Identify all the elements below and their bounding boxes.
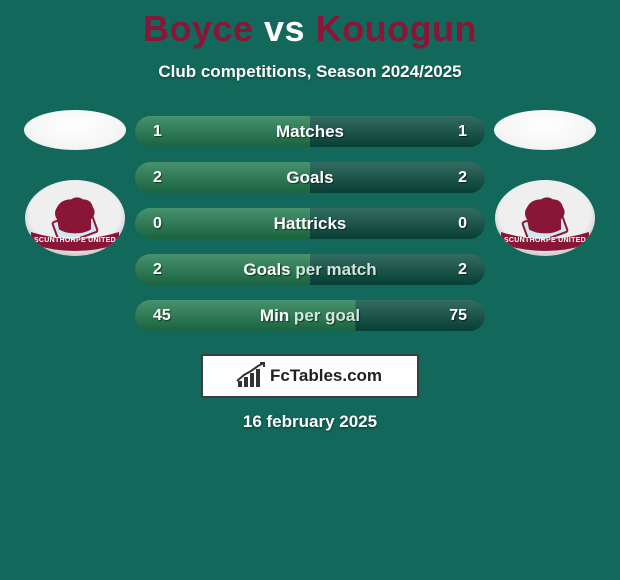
title-player2: Kouogun [316, 8, 477, 49]
badge-banner-text: SCUNTHORPE UNITED [34, 237, 116, 244]
stat-right-value: 2 [439, 261, 467, 279]
badge-banner: SCUNTHORPE UNITED [495, 228, 595, 252]
left-column: SCUNTHORPE UNITED [15, 110, 135, 256]
stat-right-value: 0 [439, 215, 467, 233]
title-vs: vs [264, 8, 305, 49]
stat-left-value: 2 [153, 261, 181, 279]
brand-box: FcTables.com [201, 354, 419, 398]
stat-right-value: 2 [439, 169, 467, 187]
stat-left-value: 0 [153, 215, 181, 233]
right-column: SCUNTHORPE UNITED [485, 110, 605, 256]
stat-left-value: 2 [153, 169, 181, 187]
stat-label: Min per goal [260, 306, 360, 326]
page-title: Boyce vs Kouogun [0, 0, 620, 50]
stat-right-value: 1 [439, 123, 467, 141]
player2-photo [494, 110, 596, 150]
stat-left-value: 45 [153, 307, 181, 325]
title-player1: Boyce [143, 8, 254, 49]
content-row: SCUNTHORPE UNITED 1 Matches 1 2 Goals 2 0 Hattr… [0, 110, 620, 331]
comparison-card: Boyce vs Kouogun Club competitions, Seas… [0, 0, 620, 580]
brand-chart-line-icon [235, 361, 265, 385]
brand-text: FcTables.com [270, 366, 382, 386]
brand-chart-icon [238, 365, 264, 387]
subtitle: Club competitions, Season 2024/2025 [0, 62, 620, 82]
stat-bar: 0 Hattricks 0 [135, 208, 485, 239]
badge-banner-text: SCUNTHORPE UNITED [504, 237, 586, 244]
badge-banner: SCUNTHORPE UNITED [25, 228, 125, 252]
stat-bar: 2 Goals per match 2 [135, 254, 485, 285]
stat-label-main: Min [260, 306, 289, 325]
stat-right-value: 75 [439, 307, 467, 325]
stat-label-main: Goals [243, 260, 290, 279]
stat-label: Goals [286, 168, 333, 188]
stat-label: Goals per match [243, 260, 376, 280]
stat-bar: 1 Matches 1 [135, 116, 485, 147]
player1-photo [24, 110, 126, 150]
stat-bar: 2 Goals 2 [135, 162, 485, 193]
stat-label-secondary: per match [291, 260, 377, 279]
stat-bars: 1 Matches 1 2 Goals 2 0 Hattricks 0 2 Goals per ma… [135, 116, 485, 331]
stat-label: Matches [276, 122, 344, 142]
player1-club-badge: SCUNTHORPE UNITED [25, 180, 125, 256]
stat-left-value: 1 [153, 123, 181, 141]
stat-label: Hattricks [274, 214, 347, 234]
date-line: 16 february 2025 [0, 412, 620, 432]
stat-bar: 45 Min per goal 75 [135, 300, 485, 331]
player2-club-badge: SCUNTHORPE UNITED [495, 180, 595, 256]
stat-label-secondary: per goal [289, 306, 360, 325]
